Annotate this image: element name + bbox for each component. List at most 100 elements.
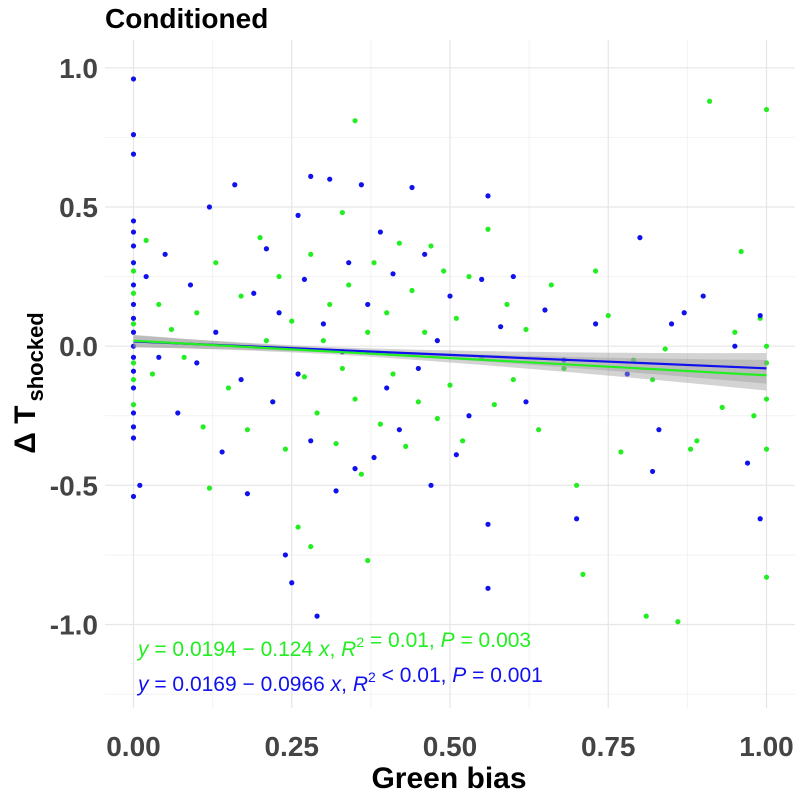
- green-point: [732, 329, 738, 335]
- fit-lines: [133, 339, 767, 377]
- blue-point: [510, 273, 516, 280]
- blue-point: [232, 182, 238, 188]
- green-point: [428, 243, 434, 249]
- green-point: [510, 376, 516, 383]
- green-point: [314, 410, 320, 416]
- green-point: [706, 98, 713, 104]
- chart-title: Conditioned: [105, 3, 268, 34]
- blue-point: [130, 493, 137, 500]
- blue-point: [574, 516, 580, 522]
- blue-point: [130, 343, 137, 349]
- green-point: [396, 240, 402, 246]
- green-point: [206, 485, 213, 491]
- x-tick-label: 0.75: [581, 731, 636, 762]
- green-point: [763, 343, 770, 349]
- green-point: [434, 415, 440, 422]
- y-tick-label: 0.0: [59, 331, 98, 362]
- blue-point: [485, 585, 491, 591]
- blue-point: [156, 354, 162, 360]
- blue-point: [213, 329, 219, 335]
- green-point: [384, 310, 390, 316]
- x-tick-labels: 0.00 0.25 0.50 0.75 1.00: [106, 731, 794, 762]
- green-point: [308, 543, 314, 550]
- green-point: [130, 402, 137, 408]
- green-point: [263, 338, 270, 344]
- regression-equation: y = 0.0169 − 0.0966 x, R2 < 0.01, P = 0.…: [136, 664, 543, 696]
- blue-point: [700, 293, 706, 299]
- green-point: [149, 371, 156, 377]
- green-point: [339, 209, 345, 216]
- blue-point: [637, 235, 643, 241]
- green-point: [365, 557, 371, 564]
- blue-point: [276, 310, 282, 316]
- blue-point: [327, 176, 333, 182]
- blue-point: [130, 151, 137, 157]
- green-point: [276, 273, 282, 280]
- blue-point: [479, 276, 485, 282]
- green-point: [130, 268, 137, 274]
- green-point: [523, 326, 529, 333]
- blue-point: [396, 427, 402, 433]
- green-point: [441, 268, 447, 274]
- blue-point: [453, 452, 459, 458]
- blue-point: [333, 488, 339, 494]
- y-axis-label: Δ T shocked: [9, 312, 48, 454]
- green-point: [339, 365, 345, 372]
- green-point: [346, 282, 352, 288]
- green-point: [763, 446, 770, 452]
- blue-point: [422, 251, 428, 257]
- blue-point: [206, 204, 213, 210]
- green-point: [194, 310, 200, 316]
- green-point: [130, 290, 137, 296]
- green-point: [130, 360, 137, 366]
- green-point: [257, 235, 263, 241]
- green-point: [460, 438, 466, 444]
- x-tick-label: 0.50: [423, 731, 478, 762]
- y-tick-label: -1.0: [50, 610, 98, 641]
- green-point: [580, 571, 586, 578]
- green-point: [447, 382, 453, 388]
- green-point: [377, 421, 383, 427]
- green-point: [352, 396, 358, 402]
- green-point: [365, 329, 371, 335]
- green-point: [504, 301, 510, 308]
- blue-point: [668, 321, 675, 327]
- green-point: [687, 446, 694, 452]
- blue-point: [289, 580, 295, 586]
- blue-point: [485, 521, 491, 527]
- green-point: [156, 301, 162, 308]
- green-point: [143, 237, 149, 243]
- green-point: [244, 427, 251, 433]
- blue-point: [130, 260, 137, 266]
- blue-point: [251, 290, 257, 296]
- green-point: [200, 424, 206, 430]
- blue-point: [390, 271, 396, 277]
- blue-point: [757, 516, 763, 522]
- blue-point: [352, 466, 358, 472]
- y-axis-label-main: Δ T: [9, 406, 42, 454]
- green-point: [763, 360, 770, 366]
- blue-point: [130, 282, 137, 288]
- blue-point: [523, 399, 529, 405]
- y-tick-label: 1.0: [59, 53, 98, 84]
- y-tick-label: 0.5: [59, 192, 98, 223]
- x-axis-label: Green bias: [371, 762, 526, 795]
- blue-point: [130, 435, 137, 441]
- green-point: [592, 268, 599, 274]
- green-point: [181, 354, 187, 360]
- regression-equations: y = 0.0194 − 0.124 x, R2 = 0.01, P = 0.0…: [136, 629, 543, 696]
- data-points: [130, 76, 770, 625]
- green-point: [320, 338, 326, 344]
- green-point: [453, 315, 459, 321]
- blue-point: [130, 368, 137, 374]
- green-point: [763, 574, 770, 580]
- green-point: [574, 482, 580, 488]
- blue-point: [365, 301, 371, 308]
- blue-point: [346, 260, 352, 266]
- blue-point: [314, 613, 320, 619]
- green-point: [662, 346, 668, 352]
- green-point: [561, 365, 567, 372]
- blue-point: [649, 468, 656, 475]
- green-point: [282, 446, 289, 452]
- blue-point: [263, 246, 270, 252]
